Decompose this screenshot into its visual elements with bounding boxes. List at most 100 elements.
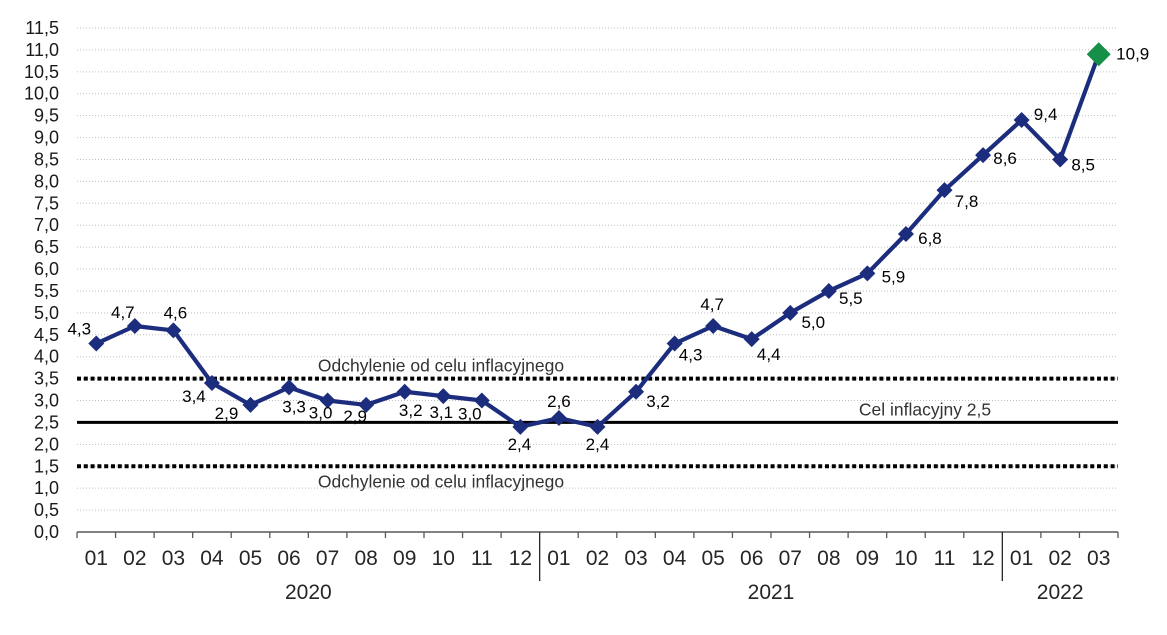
year-label: 2022 [1037, 581, 1084, 604]
month-label: 04 [663, 547, 687, 570]
y-tick-label: 1,0 [34, 478, 59, 498]
data-point-marker [628, 383, 645, 400]
month-label: 01 [85, 547, 108, 570]
y-tick-label: 3,5 [34, 369, 59, 389]
data-point-marker [743, 331, 760, 348]
data-point-marker [435, 388, 452, 405]
y-tick-label: 9,5 [34, 106, 59, 126]
month-label: 09 [856, 547, 879, 570]
month-label: 02 [1048, 547, 1071, 570]
data-point-marker [126, 318, 143, 335]
y-tick-label: 11,5 [25, 18, 59, 38]
data-point-marker [897, 225, 914, 242]
data-point-marker [165, 322, 182, 339]
data-point-marker [242, 396, 259, 413]
year-labels: 2020 2021 2022 [285, 581, 1084, 604]
y-tick-label: 0,0 [34, 522, 59, 542]
y-tick-label: 8,0 [34, 171, 59, 191]
data-label: 10,9 [1116, 44, 1149, 63]
data-label: 4,3 [67, 320, 91, 339]
data-point-marker [1013, 112, 1030, 129]
data-point-marker [975, 147, 992, 164]
y-tick-label: 10,0 [24, 84, 59, 104]
year-label: 2020 [285, 581, 332, 604]
data-label: 9,4 [1034, 105, 1058, 124]
month-label: 08 [354, 547, 377, 570]
data-label: 3,0 [309, 404, 333, 423]
data-labels: 4,34,7 4,63,42,9 3,3 3,0 2,9 3,2 3,1 3,02,42,62… [67, 44, 1149, 454]
data-label: 3,4 [182, 387, 206, 406]
month-label: 03 [162, 547, 185, 570]
reference-line-annotations: Cel inflacyjny 2,5 Odchylenie od celu inf… [318, 356, 991, 492]
month-label: 03 [1087, 547, 1110, 570]
data-label: 2,9 [343, 407, 367, 426]
y-tick-label: 11,0 [25, 40, 59, 60]
data-point-marker [859, 265, 876, 282]
data-label: 2,4 [586, 435, 610, 454]
month-label: 10 [432, 547, 455, 570]
y-tick-label: 6,0 [34, 259, 59, 279]
data-point-marker [820, 282, 837, 299]
y-tick-label: 3,0 [34, 391, 59, 411]
y-tick-label: 1,5 [34, 456, 59, 476]
month-label: 09 [393, 547, 416, 570]
reference-line-label: Odchylenie od celu inflacyjnego [318, 471, 564, 491]
data-point-marker [319, 392, 336, 409]
data-label: 2,6 [547, 392, 571, 411]
month-label: 11 [471, 547, 493, 570]
data-point-marker [512, 418, 529, 435]
y-tick-label: 8,5 [34, 149, 59, 169]
month-label: 11 [934, 547, 956, 570]
data-label: 4,3 [679, 346, 703, 365]
month-label: 02 [586, 547, 609, 570]
month-label: 02 [123, 547, 146, 570]
y-axis-labels: 0,00,51,01,52,02,53,03,54,04,55,05,56,06… [24, 18, 59, 542]
data-point-markers [88, 42, 1111, 435]
data-label: 7,8 [955, 192, 979, 211]
month-labels: 01 02 03 04 05 06 07 08 09 10 11 12 01 02 03 04 05 06 07 08… [85, 547, 1111, 570]
data-point-marker [203, 374, 220, 391]
month-label: 05 [701, 547, 724, 570]
y-tick-label: 5,5 [34, 281, 59, 301]
y-tick-label: 2,0 [34, 434, 59, 454]
month-label: 12 [509, 547, 532, 570]
data-label: 4,7 [111, 303, 135, 322]
data-label: 8,5 [1071, 155, 1095, 174]
series-line [95, 53, 1101, 429]
y-tick-label: 4,0 [34, 347, 59, 367]
data-point-marker [358, 396, 375, 413]
y-tick-label: 0,5 [34, 500, 59, 520]
data-point-marker [666, 335, 683, 352]
data-label: 2,4 [508, 435, 532, 454]
data-point-marker [281, 379, 298, 396]
data-label: 4,7 [700, 295, 724, 314]
month-label: 03 [624, 547, 647, 570]
data-point-marker [705, 318, 722, 335]
month-label: 08 [817, 547, 840, 570]
y-tick-label: 10,5 [24, 62, 59, 82]
data-point-marker [473, 392, 490, 409]
data-label: 4,4 [757, 345, 781, 364]
month-label: 05 [239, 547, 262, 570]
month-label: 07 [316, 547, 339, 570]
data-label: 8,6 [993, 149, 1017, 168]
data-point-marker [550, 410, 567, 427]
y-tick-label: 7,0 [34, 215, 59, 235]
month-label: 10 [894, 547, 917, 570]
month-label: 01 [547, 547, 570, 570]
data-point-marker [396, 383, 413, 400]
data-label: 3,1 [429, 403, 453, 422]
data-label: 3,2 [646, 392, 670, 411]
y-tick-label: 5,0 [34, 303, 59, 323]
data-label: 3,0 [458, 405, 482, 424]
y-tick-label: 4,5 [34, 325, 59, 345]
x-axis [76, 531, 1119, 581]
y-tick-label: 2,5 [34, 412, 59, 432]
data-label: 5,9 [882, 267, 906, 286]
reference-line-label: Odchylenie od celu inflacyjnego [318, 356, 564, 376]
y-tick-label: 6,5 [34, 237, 59, 257]
data-point-marker [88, 335, 105, 352]
month-label: 06 [740, 547, 763, 570]
